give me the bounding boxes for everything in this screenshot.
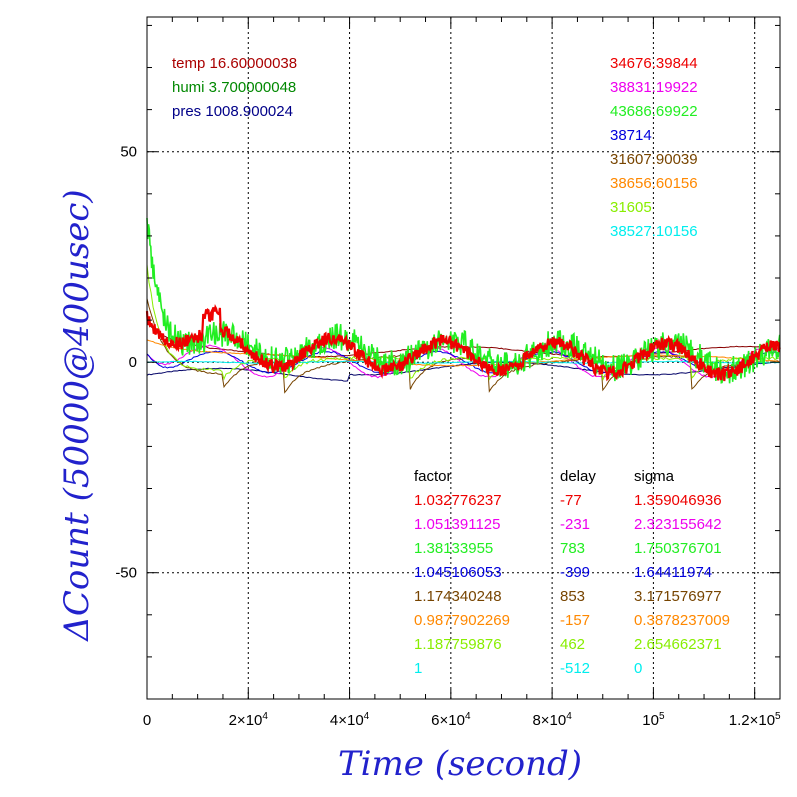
delay-value: 853 <box>560 588 585 605</box>
factor-value: 1.174340248 <box>414 588 502 605</box>
series-line-lime <box>146 264 780 381</box>
series-name: 34676.39844 <box>610 55 698 72</box>
factor-value: 1.032776237 <box>414 492 502 509</box>
series-name: 38527.10156 <box>610 223 698 240</box>
tick-labels: 0 2×104 4×104 6×104 8×104 105 1.2×105 50 0 -50 <box>115 144 781 729</box>
env-label: temp 16.60000038 <box>172 55 297 72</box>
factor-header: factor <box>414 468 452 485</box>
sigma-value: 1.359046936 <box>634 492 722 509</box>
x-tick-label: 4×104 <box>330 711 370 729</box>
series-line-cyan <box>146 360 780 364</box>
factor-value: 1.38133955 <box>414 540 493 557</box>
sigma-value: 1.64411974 <box>634 564 712 581</box>
env-label: pres 1008.900024 <box>172 103 293 120</box>
factor-value: 1.051391125 <box>414 516 500 533</box>
sigma-value: 3.171576977 <box>634 588 722 605</box>
sigma-value: 1.750376701 <box>634 540 722 557</box>
series-name: 38714 <box>610 127 652 144</box>
annotations: temp 16.60000038 humi 3.700000048 pres 100… <box>172 55 730 677</box>
sigma-value: 2.654662371 <box>634 636 722 653</box>
series-name: 38831.19922 <box>610 79 698 96</box>
series-name: 31607.90039 <box>610 151 698 168</box>
tick-marks <box>147 17 780 699</box>
series-name: 43686.69922 <box>610 103 698 120</box>
delay-header: delay <box>560 468 596 485</box>
factor-value: 1 <box>414 660 422 677</box>
delay-value: -399 <box>560 564 590 581</box>
x-tick-label: 6×104 <box>431 711 471 729</box>
sigma-value: 2.323155642 <box>634 516 722 533</box>
y-tick-label: 0 <box>129 354 137 371</box>
y-tick-label: -50 <box>115 565 137 582</box>
series-name: 38656.60156 <box>610 175 698 192</box>
sigma-value: 0 <box>634 660 642 677</box>
factor-value: 1.045106053 <box>414 564 502 581</box>
x-tick-label: 105 <box>642 711 665 729</box>
plot-frame <box>146 16 781 700</box>
x-axis-label: Time (second) <box>338 744 582 784</box>
factor-value: 0.9877902269 <box>414 612 510 629</box>
series-line-magenta <box>146 344 780 379</box>
series-line-red <box>145 304 781 382</box>
delay-value: 783 <box>560 540 585 557</box>
y-axis-label: ΔCount (50000@400usec) <box>57 189 97 642</box>
factor-value: 1.187759876 <box>414 636 502 653</box>
x-tick-label: 1.2×105 <box>729 711 781 729</box>
series-name: 31605 <box>610 199 652 216</box>
series-lines <box>145 217 781 394</box>
series-line-blue <box>146 350 780 374</box>
x-tick-label: 0 <box>143 712 151 729</box>
y-tick-label: 50 <box>120 144 137 161</box>
env-label: humi 3.700000048 <box>172 79 296 96</box>
delay-value: -157 <box>560 612 590 629</box>
delay-value: 462 <box>560 636 585 653</box>
x-tick-label: 8×104 <box>532 711 572 729</box>
delay-value: -231 <box>560 516 590 533</box>
sigma-value: 0.3878237009 <box>634 612 730 629</box>
delay-value: -77 <box>560 492 582 509</box>
x-tick-label: 2×104 <box>229 711 269 729</box>
delay-value: -512 <box>560 660 590 677</box>
sigma-header: sigma <box>634 468 675 485</box>
